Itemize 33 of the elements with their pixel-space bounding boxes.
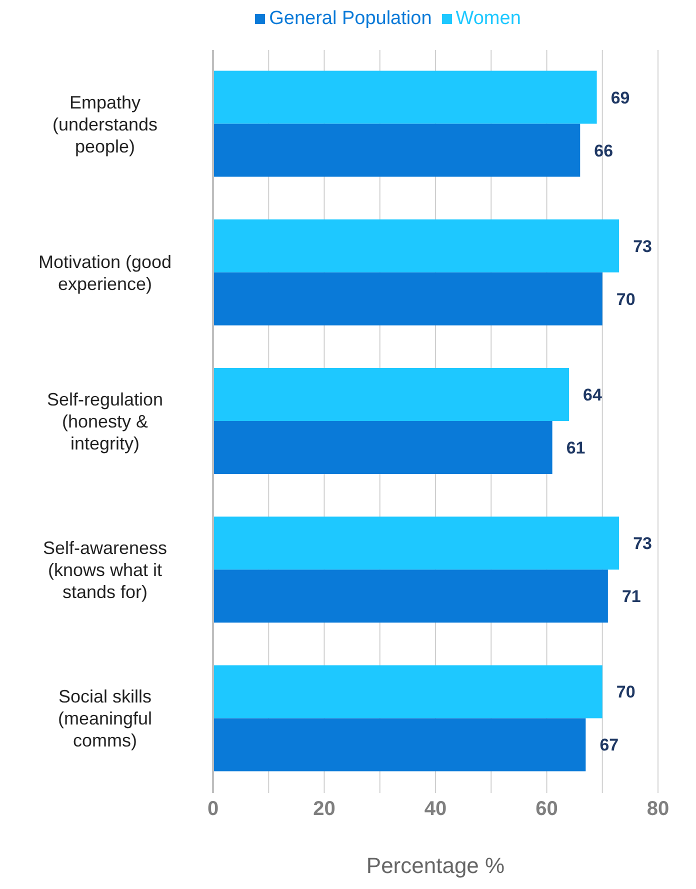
y-tick-label: Motivation (good experience) bbox=[38, 252, 172, 294]
data-label: 70 bbox=[616, 290, 636, 309]
data-label: 66 bbox=[594, 141, 614, 160]
y-tick-label: Self-regulation (honesty & integrity) bbox=[46, 390, 164, 454]
x-tick-label: 40 bbox=[424, 798, 447, 820]
data-label: 70 bbox=[616, 682, 636, 702]
y-tick-label: Self-awareness (knows what it stands for) bbox=[42, 538, 168, 602]
bar bbox=[213, 219, 620, 272]
legend-label: Women bbox=[456, 8, 521, 29]
x-tick-label: 20 bbox=[313, 798, 336, 820]
data-label: 67 bbox=[600, 736, 619, 755]
bar bbox=[213, 272, 602, 326]
y-tick-label: Empathy (understands people) bbox=[52, 92, 158, 156]
x-tick-label: 60 bbox=[536, 798, 558, 820]
bar bbox=[213, 665, 602, 718]
bar bbox=[213, 718, 586, 772]
bar bbox=[213, 516, 620, 570]
bar bbox=[213, 368, 569, 422]
bar bbox=[213, 70, 597, 124]
x-tick-label: 80 bbox=[646, 798, 670, 820]
x-tick-label: 0 bbox=[207, 798, 219, 820]
bar bbox=[213, 124, 580, 177]
data-label: 71 bbox=[622, 587, 641, 606]
data-label: 73 bbox=[633, 534, 652, 554]
bar bbox=[213, 421, 552, 474]
data-label: 69 bbox=[610, 88, 630, 108]
data-label: 73 bbox=[633, 236, 652, 256]
data-label: 64 bbox=[583, 386, 602, 405]
x-axis-title: Percentage % bbox=[366, 853, 505, 878]
bar bbox=[213, 570, 608, 623]
y-tick-label: Social skills (meaningful comms) bbox=[58, 686, 152, 751]
legend-label: General Population bbox=[269, 8, 432, 29]
data-label: 61 bbox=[566, 438, 586, 458]
